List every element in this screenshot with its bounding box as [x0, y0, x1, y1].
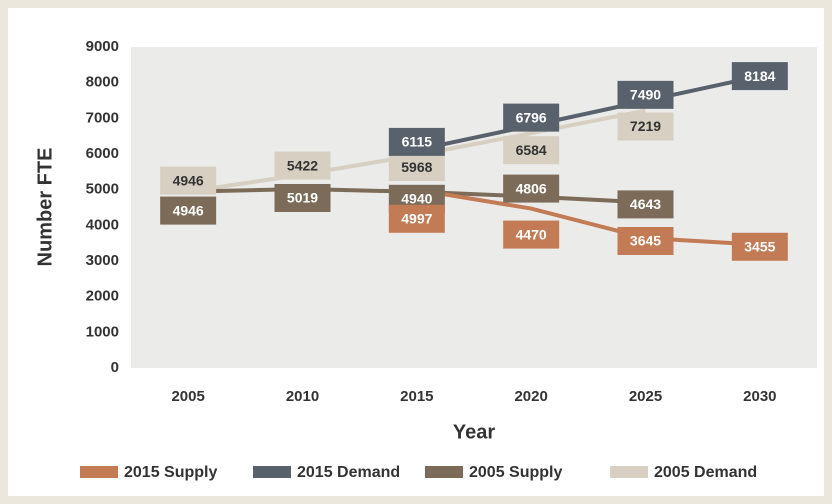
data-label: 3645	[630, 233, 661, 249]
data-label-box	[388, 153, 445, 182]
data-label-box	[617, 112, 674, 141]
data-label: 7490	[630, 87, 661, 103]
series-line	[416, 187, 760, 247]
legend-swatch	[253, 466, 291, 478]
data-label-box	[731, 232, 788, 261]
data-label: 5422	[287, 157, 318, 173]
data-label-box	[731, 62, 788, 91]
y-tick-label: 9000	[86, 38, 119, 55]
data-label: 4470	[516, 226, 547, 242]
data-label: 4946	[173, 202, 204, 218]
y-axis-title: Number FTE	[34, 148, 56, 267]
y-tick-label: 5000	[86, 181, 119, 198]
x-axis-title: Year	[453, 421, 495, 443]
data-label-box	[617, 80, 674, 109]
data-label: 6796	[516, 109, 547, 125]
x-tick-label: 2025	[629, 388, 662, 405]
data-label: 3455	[744, 238, 775, 254]
y-tick-label: 6000	[86, 145, 119, 162]
y-tick-label: 0	[111, 359, 119, 376]
x-tick-label: 2005	[171, 388, 204, 405]
data-label-box	[503, 103, 560, 132]
data-label: 7219	[630, 118, 661, 134]
data-label: 6115	[402, 134, 433, 150]
data-label: 4997	[401, 210, 432, 226]
data-label: 5019	[287, 190, 318, 206]
y-tick-label: 3000	[86, 252, 119, 269]
data-label-box	[388, 127, 445, 156]
legend-label: 2015 Supply	[124, 464, 217, 481]
data-label-box	[274, 151, 331, 180]
data-label-box	[503, 174, 560, 203]
y-tick-label: 2000	[86, 288, 119, 305]
data-label-box	[503, 220, 560, 249]
data-label: 4940	[401, 191, 432, 207]
legend-swatch	[425, 466, 463, 478]
data-label: 5968	[401, 159, 432, 175]
data-label-box	[274, 183, 331, 212]
data-label-box	[160, 166, 217, 195]
legend-swatch	[80, 466, 118, 478]
x-tick-label: 2015	[400, 388, 433, 405]
x-tick-label: 2010	[286, 388, 319, 405]
x-tick-label: 2020	[514, 388, 547, 405]
data-label-box	[160, 196, 217, 225]
data-label-box	[388, 204, 445, 233]
data-label: 8184	[744, 68, 775, 84]
data-label: 4806	[516, 180, 547, 196]
data-label: 6584	[516, 142, 547, 158]
y-tick-label: 1000	[86, 323, 119, 340]
x-tick-label: 2030	[743, 388, 776, 405]
y-tick-label: 8000	[86, 74, 119, 91]
data-label: 4643	[630, 196, 661, 212]
legend-swatch	[610, 466, 648, 478]
legend-label: 2015 Demand	[297, 464, 400, 481]
legend-label: 2005 Demand	[654, 464, 757, 481]
data-label-box	[503, 136, 560, 165]
data-label: 4946	[173, 172, 204, 188]
series-line	[416, 74, 761, 152]
data-label-box	[617, 226, 674, 255]
legend-label: 2005 Supply	[469, 464, 562, 481]
y-tick-label: 4000	[86, 216, 119, 233]
y-tick-label: 7000	[86, 109, 119, 126]
data-label-box	[617, 190, 674, 219]
plot-area	[131, 47, 817, 368]
